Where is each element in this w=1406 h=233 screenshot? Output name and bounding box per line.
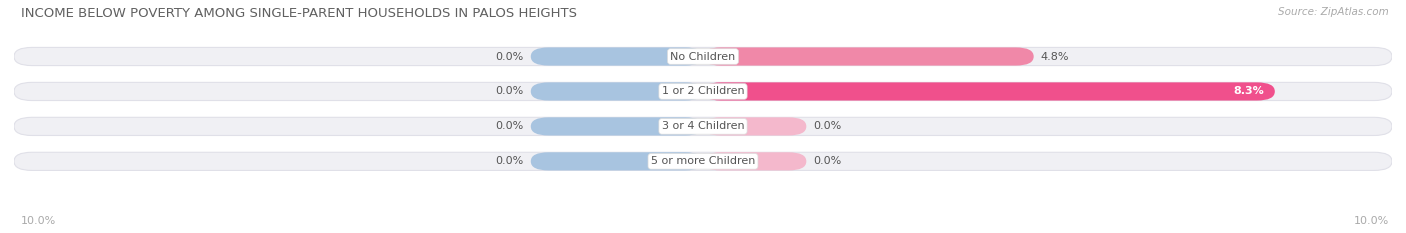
FancyBboxPatch shape: [703, 117, 807, 135]
FancyBboxPatch shape: [14, 117, 1392, 135]
FancyBboxPatch shape: [531, 82, 703, 100]
FancyBboxPatch shape: [531, 47, 703, 66]
Text: 0.0%: 0.0%: [496, 121, 524, 131]
Text: Source: ZipAtlas.com: Source: ZipAtlas.com: [1278, 7, 1389, 17]
Text: 10.0%: 10.0%: [1354, 216, 1389, 226]
Text: 10.0%: 10.0%: [21, 216, 56, 226]
Text: 1 or 2 Children: 1 or 2 Children: [662, 86, 744, 96]
FancyBboxPatch shape: [531, 152, 703, 171]
FancyBboxPatch shape: [531, 117, 703, 135]
Text: 4.8%: 4.8%: [1040, 51, 1069, 62]
Text: 0.0%: 0.0%: [496, 86, 524, 96]
Text: 8.3%: 8.3%: [1233, 86, 1264, 96]
Text: 0.0%: 0.0%: [496, 51, 524, 62]
Text: 5 or more Children: 5 or more Children: [651, 156, 755, 166]
FancyBboxPatch shape: [703, 152, 807, 171]
FancyBboxPatch shape: [703, 82, 1275, 100]
Text: 0.0%: 0.0%: [496, 156, 524, 166]
Text: 0.0%: 0.0%: [813, 156, 841, 166]
FancyBboxPatch shape: [14, 152, 1392, 171]
Text: 0.0%: 0.0%: [813, 121, 841, 131]
FancyBboxPatch shape: [703, 47, 1033, 66]
FancyBboxPatch shape: [14, 82, 1392, 100]
Text: No Children: No Children: [671, 51, 735, 62]
Text: INCOME BELOW POVERTY AMONG SINGLE-PARENT HOUSEHOLDS IN PALOS HEIGHTS: INCOME BELOW POVERTY AMONG SINGLE-PARENT…: [21, 7, 576, 20]
Text: 3 or 4 Children: 3 or 4 Children: [662, 121, 744, 131]
FancyBboxPatch shape: [14, 47, 1392, 66]
